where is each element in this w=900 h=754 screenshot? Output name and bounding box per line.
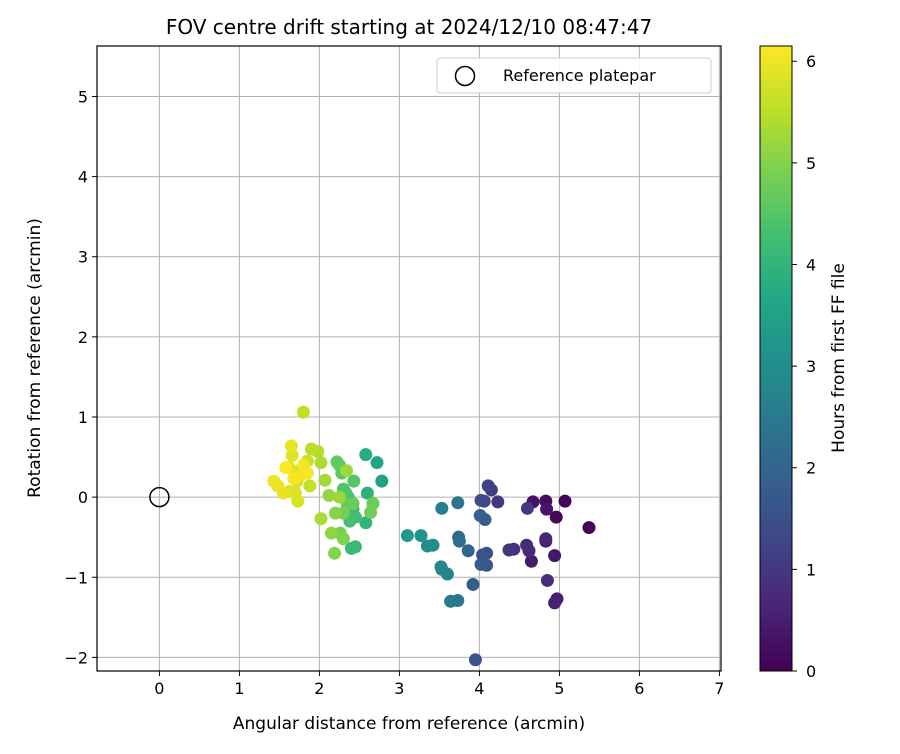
y-tick-label: 5: [78, 87, 88, 106]
y-axis-label: Rotation from reference (arcmin): [25, 218, 45, 498]
data-points: [267, 405, 596, 667]
data-point: [540, 502, 554, 516]
data-point: [548, 549, 562, 563]
data-point: [461, 544, 475, 558]
x-tick-label: 3: [394, 679, 404, 698]
x-tick-label: 6: [634, 679, 644, 698]
colorbar-tick-label: 4: [806, 255, 816, 274]
data-point: [414, 529, 428, 543]
data-point: [296, 405, 310, 419]
data-point: [520, 538, 534, 552]
x-tick-label: 4: [474, 679, 484, 698]
data-point: [451, 496, 465, 510]
data-point: [304, 442, 318, 456]
y-tick-label: −2: [64, 648, 88, 667]
data-point: [435, 562, 449, 576]
data-point: [279, 460, 293, 474]
legend-box: [436, 57, 712, 94]
data-point: [539, 532, 553, 546]
data-point: [558, 494, 572, 508]
data-point: [370, 456, 384, 470]
data-point: [314, 456, 328, 470]
colorbar-tick-label: 1: [806, 560, 816, 579]
data-point: [474, 493, 488, 507]
data-point: [314, 512, 328, 526]
y-tick-label: 0: [78, 488, 88, 507]
data-point: [328, 546, 342, 560]
colorbar: [759, 45, 793, 672]
data-point: [375, 474, 389, 488]
x-axis-label: Angular distance from reference (arcmin): [233, 714, 585, 734]
data-point: [466, 577, 480, 591]
data-point: [491, 495, 505, 509]
x-ticks: 0 1 2 3 4 5 6 7: [154, 671, 724, 698]
data-point: [452, 534, 466, 548]
data-point: [540, 573, 554, 587]
data-point: [364, 505, 378, 519]
data-point: [468, 653, 482, 667]
data-point: [480, 546, 494, 560]
grid-lines: [97, 46, 721, 671]
data-point: [435, 501, 449, 515]
data-point: [328, 506, 342, 520]
legend: Reference platepar: [436, 57, 712, 94]
data-point: [548, 596, 562, 610]
data-point: [474, 557, 488, 571]
data-point: [318, 473, 332, 487]
data-point: [284, 439, 298, 453]
reference-marker: [149, 486, 170, 508]
colorbar-tick-label: 3: [806, 357, 816, 376]
data-point: [303, 479, 317, 493]
data-point: [359, 448, 373, 462]
data-point: [524, 554, 538, 568]
colorbar-tick-label: 6: [806, 52, 816, 71]
data-point: [346, 497, 360, 511]
data-point: [502, 543, 516, 557]
y-tick-label: 1: [78, 408, 88, 427]
colorbar-tick-label: 0: [806, 662, 816, 681]
chart-title: FOV centre drift starting at 2024/12/10 …: [166, 15, 652, 39]
data-point: [481, 479, 495, 493]
data-point: [582, 521, 596, 535]
data-point: [344, 541, 358, 555]
data-point: [267, 474, 281, 488]
x-tick-label: 5: [554, 679, 564, 698]
data-point: [285, 448, 299, 462]
data-point: [360, 486, 374, 500]
colorbar-ticks: 0 1 2 3 4 5 6: [792, 52, 816, 681]
data-point: [420, 539, 434, 553]
x-tick-label: 2: [314, 679, 324, 698]
x-tick-label: 0: [154, 679, 164, 698]
data-point: [300, 466, 314, 480]
y-tick-label: 2: [78, 328, 88, 347]
y-tick-label: 3: [78, 248, 88, 267]
y-tick-label: −1: [64, 568, 88, 587]
data-point: [287, 472, 301, 486]
data-point: [444, 594, 458, 608]
x-tick-label: 7: [714, 679, 724, 698]
data-point: [347, 474, 361, 488]
data-point: [336, 532, 350, 546]
colorbar-tick-label: 2: [806, 459, 816, 478]
x-tick-label: 1: [234, 679, 244, 698]
data-point: [324, 526, 338, 540]
data-point: [549, 510, 563, 524]
colorbar-label: Hours from first FF file: [829, 263, 849, 453]
data-point: [330, 455, 344, 469]
y-ticks: −2 −1 0 1 2 3 4 5: [64, 87, 97, 667]
data-point: [332, 490, 346, 504]
y-tick-label: 4: [78, 168, 88, 187]
colorbar-tick-label: 5: [806, 154, 816, 173]
data-point: [400, 529, 414, 543]
plot-frame: [96, 45, 722, 672]
legend-label: Reference platepar: [503, 66, 656, 85]
data-point: [322, 489, 336, 503]
data-point: [291, 494, 305, 508]
data-point: [520, 501, 534, 515]
data-point: [340, 464, 354, 478]
data-point: [359, 516, 373, 530]
legend-marker: [454, 65, 476, 87]
data-point: [473, 509, 487, 523]
